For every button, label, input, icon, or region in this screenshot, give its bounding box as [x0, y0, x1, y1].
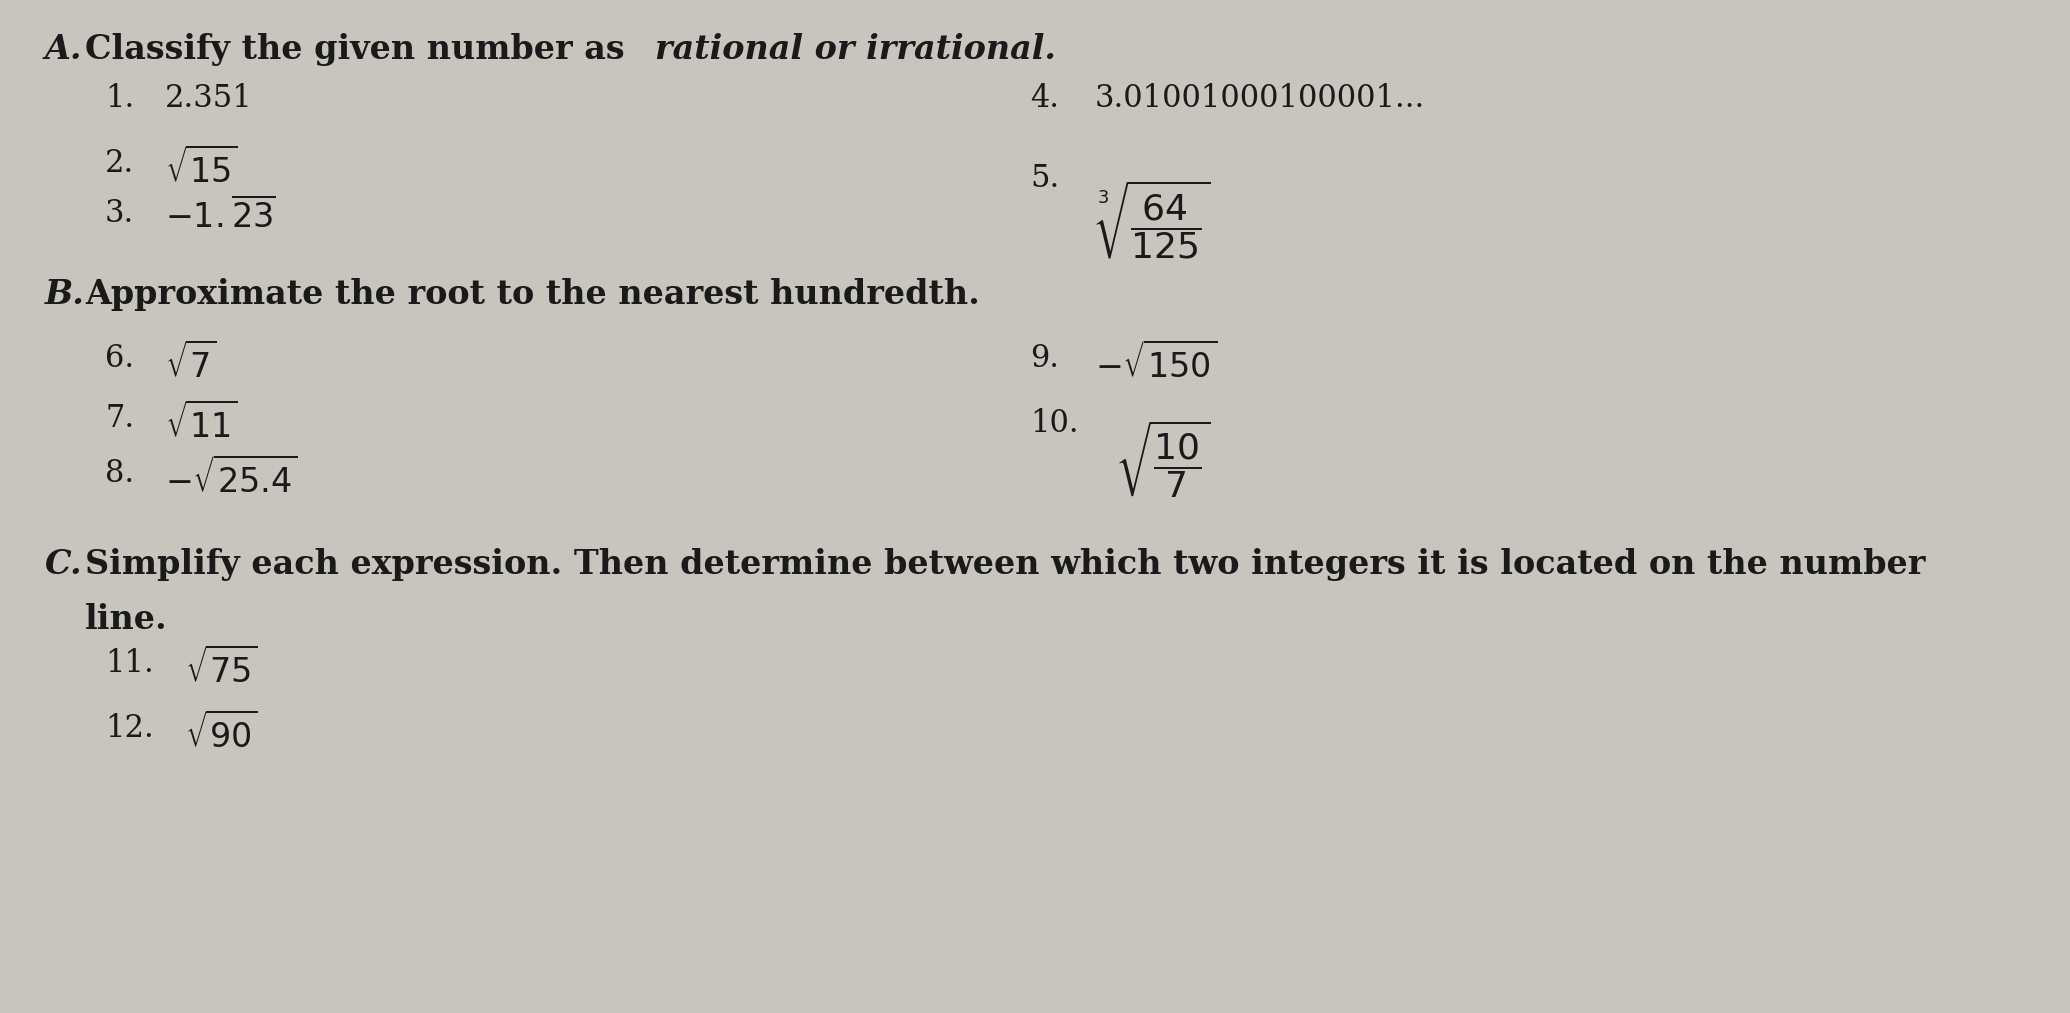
Text: A.: A.: [46, 33, 83, 66]
Text: Approximate the root to the nearest hundredth.: Approximate the root to the nearest hund…: [85, 278, 979, 311]
Text: $\sqrt{7}$: $\sqrt{7}$: [166, 343, 217, 385]
Text: 8.: 8.: [106, 458, 135, 489]
Text: 3.01001000100001...: 3.01001000100001...: [1095, 83, 1426, 114]
Text: $\sqrt[3]{\dfrac{64}{125}}$: $\sqrt[3]{\dfrac{64}{125}}$: [1095, 178, 1211, 261]
Text: 9.: 9.: [1031, 343, 1060, 374]
Text: $\sqrt{90}$: $\sqrt{90}$: [184, 713, 259, 755]
Text: 2.351: 2.351: [166, 83, 253, 114]
Text: Classify the given number as: Classify the given number as: [85, 33, 635, 66]
Text: 7.: 7.: [106, 403, 135, 434]
Text: 12.: 12.: [106, 713, 153, 744]
Text: 5.: 5.: [1031, 163, 1060, 194]
Text: rational or irrational.: rational or irrational.: [654, 33, 1056, 66]
Text: C.: C.: [46, 548, 83, 581]
Text: B.: B.: [46, 278, 85, 311]
Text: $\sqrt{75}$: $\sqrt{75}$: [184, 648, 259, 690]
Text: $-\sqrt{25.4}$: $-\sqrt{25.4}$: [166, 458, 298, 500]
Text: $\sqrt{15}$: $\sqrt{15}$: [166, 148, 238, 190]
Text: 2.: 2.: [106, 148, 135, 179]
Text: $\sqrt{\dfrac{10}{7}}$: $\sqrt{\dfrac{10}{7}}$: [1116, 418, 1211, 500]
Text: $-\sqrt{150}$: $-\sqrt{150}$: [1095, 343, 1217, 385]
Text: 11.: 11.: [106, 648, 153, 679]
Text: Simplify each expression. Then determine between which two integers it is locate: Simplify each expression. Then determine…: [85, 548, 1925, 581]
Text: line.: line.: [85, 603, 168, 636]
Text: 1.: 1.: [106, 83, 135, 114]
Text: 4.: 4.: [1031, 83, 1060, 114]
Text: $\sqrt{11}$: $\sqrt{11}$: [166, 403, 238, 445]
Text: $-1.\overline{23}$: $-1.\overline{23}$: [166, 198, 275, 235]
Text: 10.: 10.: [1031, 408, 1078, 439]
Text: 3.: 3.: [106, 198, 135, 229]
Text: 6.: 6.: [106, 343, 135, 374]
